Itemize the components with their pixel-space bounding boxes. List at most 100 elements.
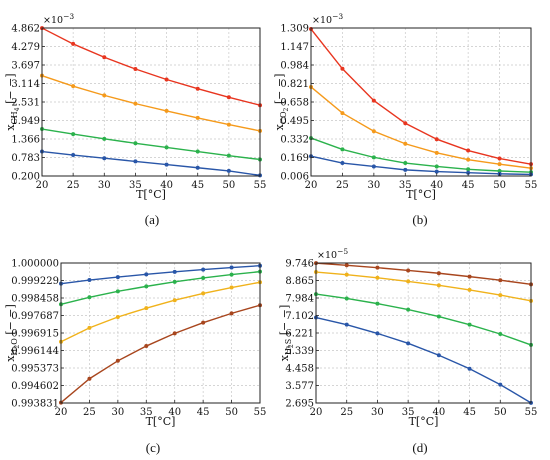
data-point (115, 315, 120, 320)
x-tick-label: 30 (111, 407, 124, 418)
series-line-3 (310, 137, 532, 173)
data-point (498, 332, 503, 337)
data-point (340, 66, 345, 71)
series-line-4 (60, 304, 261, 404)
data-point (201, 275, 206, 280)
data-point (102, 93, 107, 98)
y-tick-label: 0.995373 (11, 364, 59, 375)
data-point (144, 272, 149, 277)
data-point (226, 153, 231, 158)
y-tick-label: 0.998458 (11, 294, 59, 305)
series-line-1 (60, 265, 261, 285)
data-point (172, 331, 177, 336)
x-tick-label: 25 (336, 180, 349, 191)
data-point (172, 279, 177, 284)
data-point (467, 274, 472, 279)
x-tick-label: 40 (432, 407, 445, 418)
data-point (201, 267, 206, 272)
y-tick-label: 0.200 (11, 172, 40, 183)
x-tick-label: 30 (98, 180, 111, 191)
y-tick-label: 9.746 (285, 259, 314, 270)
data-point (497, 156, 502, 161)
data-point (344, 263, 349, 268)
y-tick-label: 1.366 (11, 135, 40, 146)
y-tick-label: 3.114 (11, 79, 40, 90)
data-point (226, 168, 231, 173)
data-point (201, 291, 206, 296)
data-point (375, 331, 380, 336)
data-point (87, 295, 92, 300)
x-tick-label: 55 (525, 180, 538, 191)
chart-panel-4: 20 25 30 35 40 45 50 55 2.695 3.577 4.458 5.339 6.22… (278, 247, 537, 455)
panel-caption: (c) (146, 440, 160, 455)
x-tick-label: 25 (67, 180, 80, 191)
panel-caption: (a) (145, 212, 159, 227)
y-tick-label: 1.949 (11, 116, 40, 127)
series-line-3 (41, 128, 261, 161)
data-point (144, 284, 149, 289)
series-line-2 (60, 270, 261, 305)
y-axis-label: xH2S [− −] (278, 305, 295, 362)
x-tick-label: 40 (160, 180, 173, 191)
y-tick-label: 1.309 (280, 24, 309, 35)
data-point (71, 153, 76, 158)
series-line-3 (315, 293, 532, 346)
y-tick-label: 4.279 (11, 42, 40, 53)
chart-panel-1: 20 25 30 35 40 45 50 55 0.200 0.783 1.366 1.949 2.53… (4, 12, 266, 227)
y-tick-label: 0.783 (11, 153, 40, 164)
data-point (344, 296, 349, 301)
x-tick-label: 35 (140, 407, 153, 418)
y-tick-label: 0.495 (280, 116, 309, 127)
y-tick-label: 0.994602 (11, 381, 59, 392)
data-point (133, 67, 138, 72)
data-point (344, 322, 349, 327)
x-tick-label: 55 (525, 407, 538, 418)
y-tick-label: 7.102 (285, 311, 314, 322)
y-tick-label: 3.697 (11, 61, 40, 72)
data-point (434, 150, 439, 155)
x-tick-label: 40 (168, 407, 181, 418)
y-tick-label: 0.984 (280, 61, 309, 72)
data-point (229, 285, 234, 290)
y-tick-label: 0.993831 (11, 399, 59, 410)
chart-panel-3: 20 25 30 35 40 45 50 55 0.993831 0.994602 0.995373… (4, 259, 266, 456)
data-point (371, 164, 376, 169)
y-axis-label: xCH4 [− −] (4, 73, 21, 130)
y-tick-label: 1.147 (280, 42, 309, 53)
data-point (467, 287, 472, 292)
x-tick-label: 55 (254, 407, 267, 418)
y-tick-label: 0.006 (280, 172, 309, 183)
data-point (102, 55, 107, 60)
panel-caption: (b) (412, 212, 427, 227)
y-tick-label: 8.865 (285, 276, 314, 287)
panel-caption: (d) (412, 440, 427, 455)
x-axis-label: T[°C] (146, 415, 176, 428)
data-point (164, 108, 169, 113)
axis-exponent: ×10−5 (317, 247, 348, 261)
data-point (195, 149, 200, 154)
x-tick-label: 20 (36, 180, 49, 191)
y-tick-label: 2.695 (285, 399, 314, 410)
data-point (115, 289, 120, 294)
data-point (115, 275, 120, 280)
series-line-1 (310, 28, 532, 165)
data-point (436, 353, 441, 358)
y-tick-label: 0.999229 (11, 276, 59, 287)
x-tick-label: 55 (254, 180, 267, 191)
data-point (371, 129, 376, 134)
x-tick-label: 40 (430, 180, 443, 191)
data-point (340, 161, 345, 166)
series-line-1 (41, 27, 261, 106)
data-point (406, 307, 411, 312)
x-tick-label: 25 (340, 407, 353, 418)
data-point (467, 366, 472, 371)
x-tick-label: 30 (371, 407, 384, 418)
data-point (466, 167, 471, 172)
y-tick-label: 0.658 (280, 98, 309, 109)
y-tick-label: 0.169 (280, 153, 309, 164)
data-point (466, 157, 471, 162)
y-tick-label: 6.221 (285, 329, 314, 340)
data-point (87, 376, 92, 381)
data-point (172, 269, 177, 274)
